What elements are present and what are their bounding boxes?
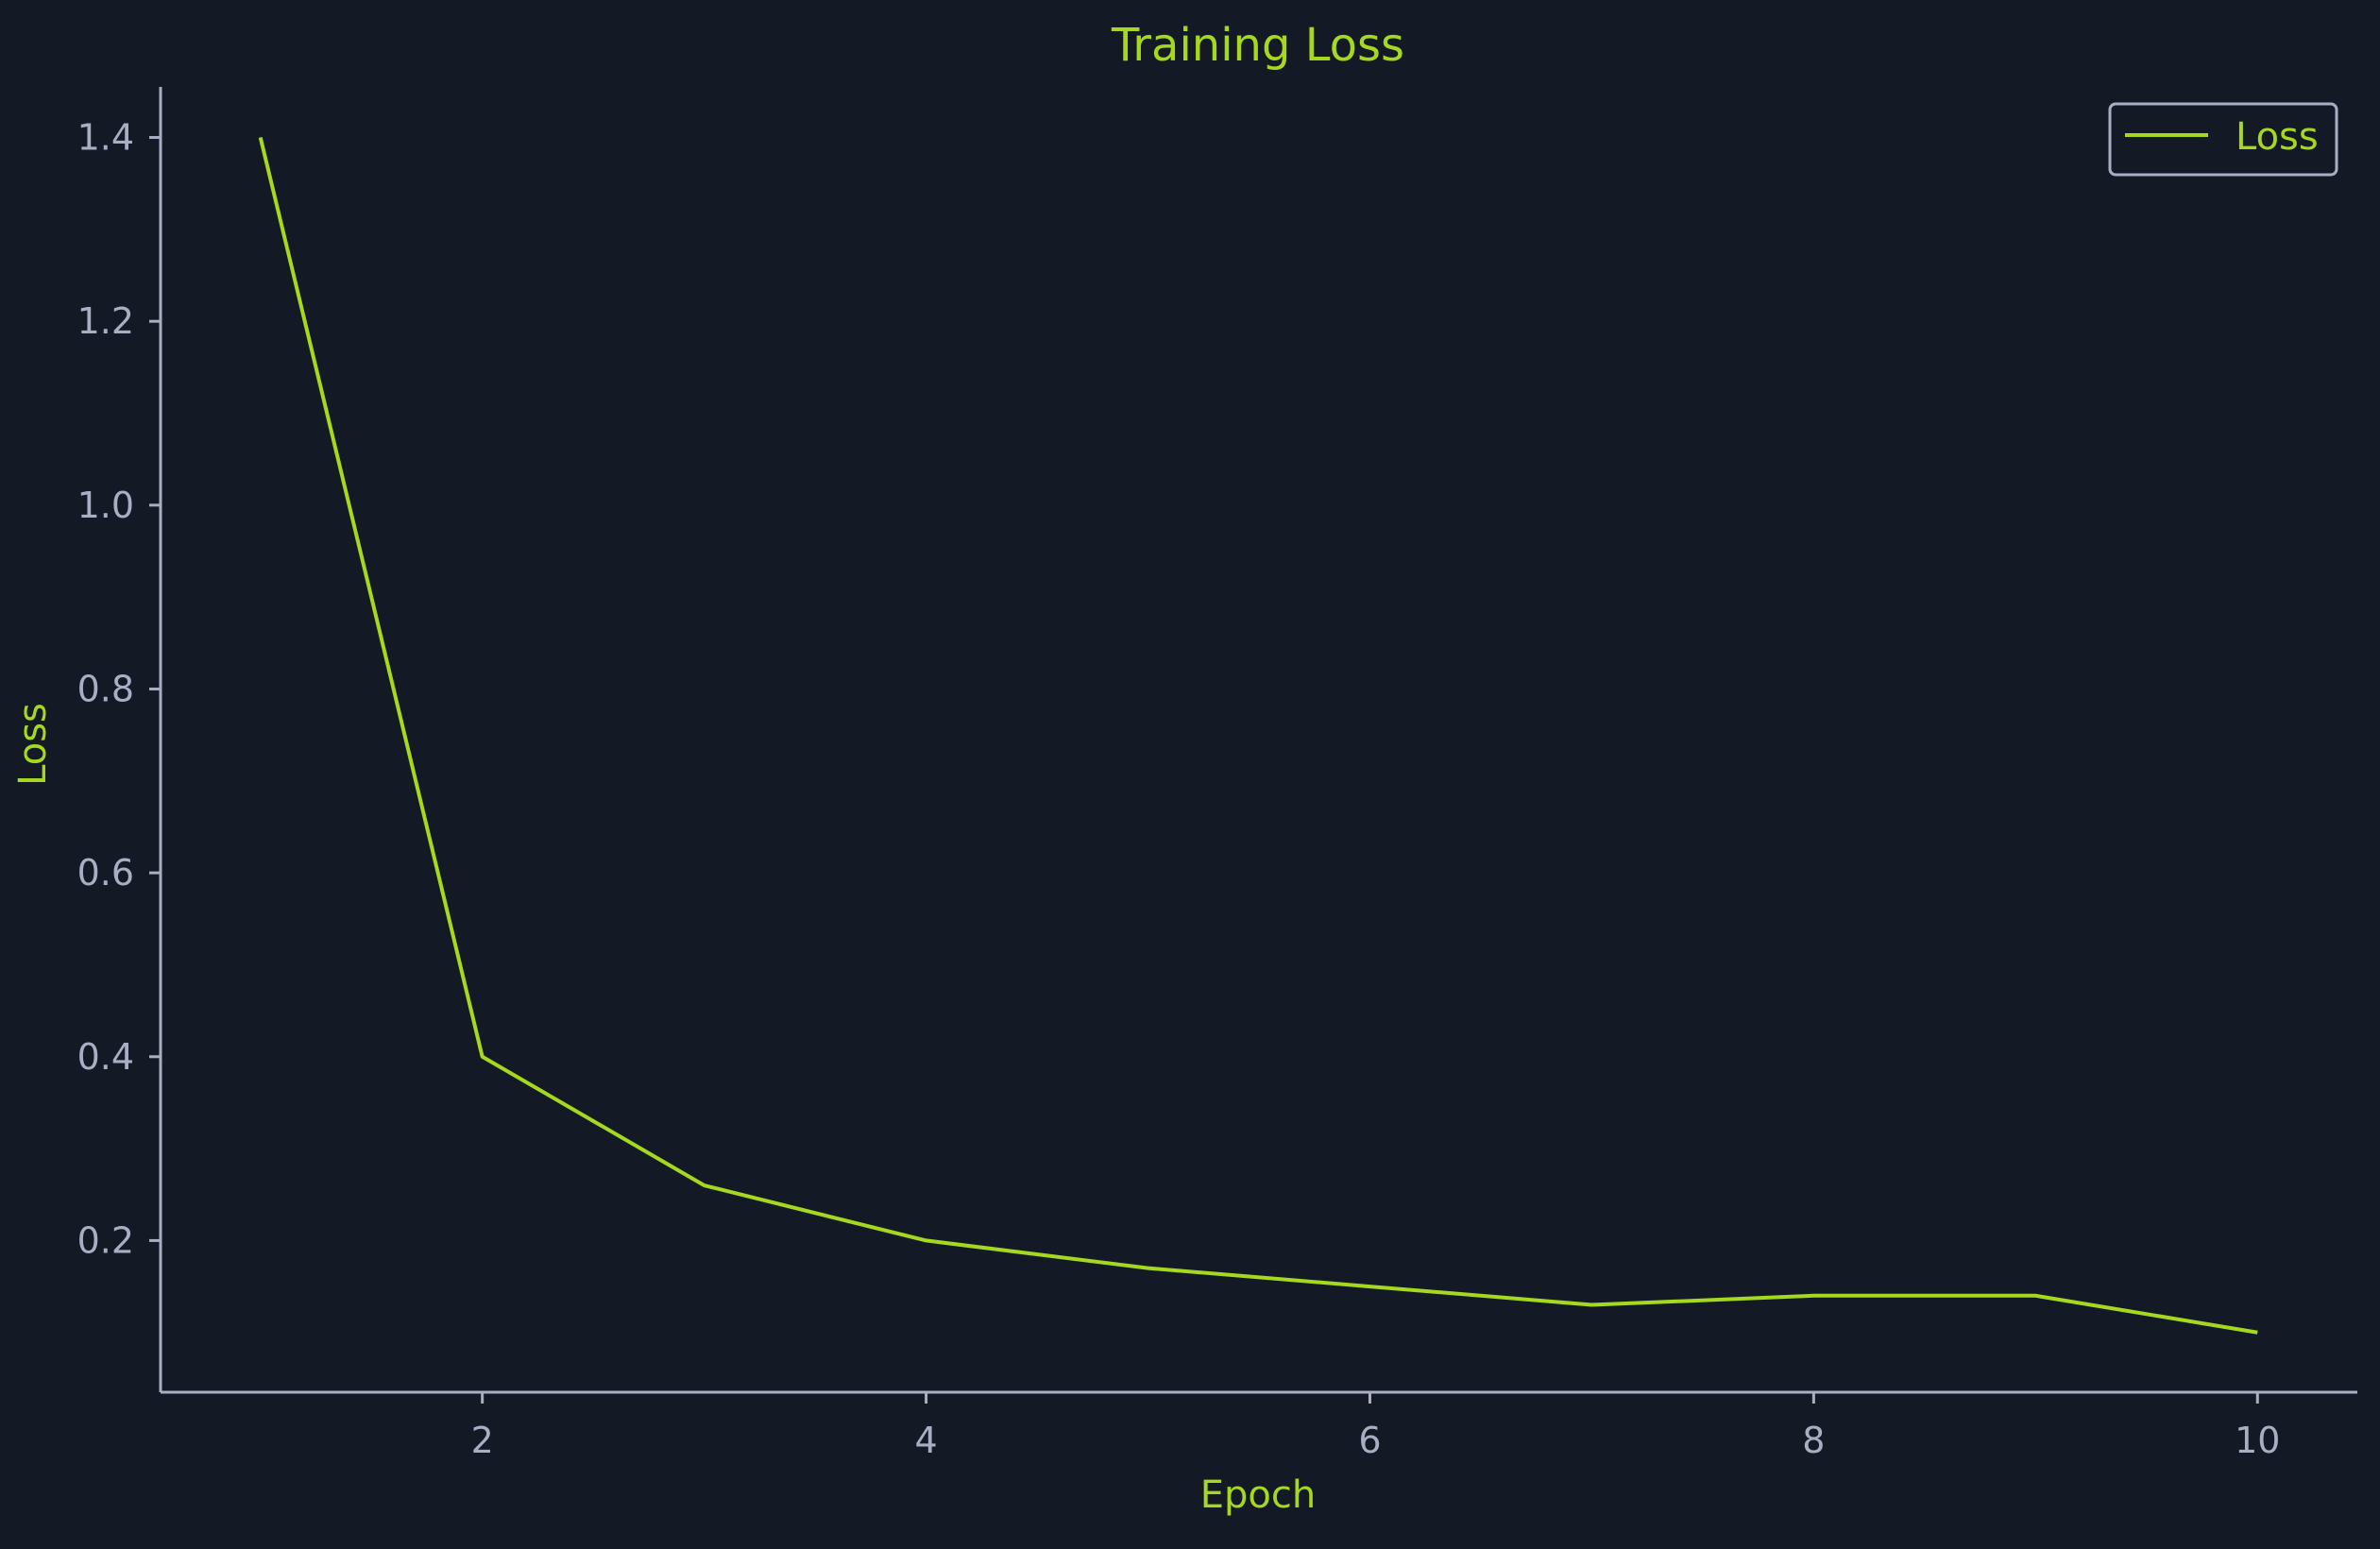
data-point xyxy=(1589,1302,1594,1308)
y-tick-label: 1.4 xyxy=(77,117,134,159)
chart-title: Training Loss xyxy=(1111,19,1404,72)
x-tick-label: 2 xyxy=(471,1420,494,1461)
data-point xyxy=(1367,1284,1372,1289)
y-tick-label: 1.0 xyxy=(77,485,134,526)
x-tick-label: 4 xyxy=(914,1420,937,1461)
data-point xyxy=(2254,1330,2260,1336)
data-point xyxy=(258,135,264,141)
y-tick-label: 0.8 xyxy=(77,668,134,709)
x-axis-label: Epoch xyxy=(1200,1473,1316,1517)
y-axis-label: Loss xyxy=(11,703,55,786)
legend: Loss xyxy=(2108,102,2338,177)
x-tick-label: 6 xyxy=(1358,1420,1381,1461)
data-point xyxy=(480,1054,485,1060)
series-layer xyxy=(258,135,2260,1336)
x-tick-label: 10 xyxy=(2235,1420,2280,1461)
data-point xyxy=(924,1237,929,1243)
y-tick-label: 0.2 xyxy=(77,1219,134,1261)
x-axis-ticks: 2 4 6 8 10 xyxy=(471,1392,2280,1461)
y-tick-label: 0.6 xyxy=(77,852,134,894)
series-line-loss xyxy=(258,137,2258,1335)
data-point xyxy=(1146,1266,1151,1271)
y-axis-ticks: 0.2 0.4 0.6 0.8 1.0 1.2 1.4 xyxy=(77,117,161,1261)
data-point xyxy=(1810,1293,1816,1299)
legend-box xyxy=(2108,102,2338,177)
legend-label-loss: Loss xyxy=(2236,115,2319,159)
y-tick-label: 0.4 xyxy=(77,1036,134,1078)
data-point xyxy=(702,1183,707,1188)
x-tick-label: 8 xyxy=(1802,1420,1825,1461)
y-tick-label: 1.2 xyxy=(77,300,134,342)
data-point xyxy=(2032,1293,2038,1299)
axes xyxy=(159,87,2357,1394)
